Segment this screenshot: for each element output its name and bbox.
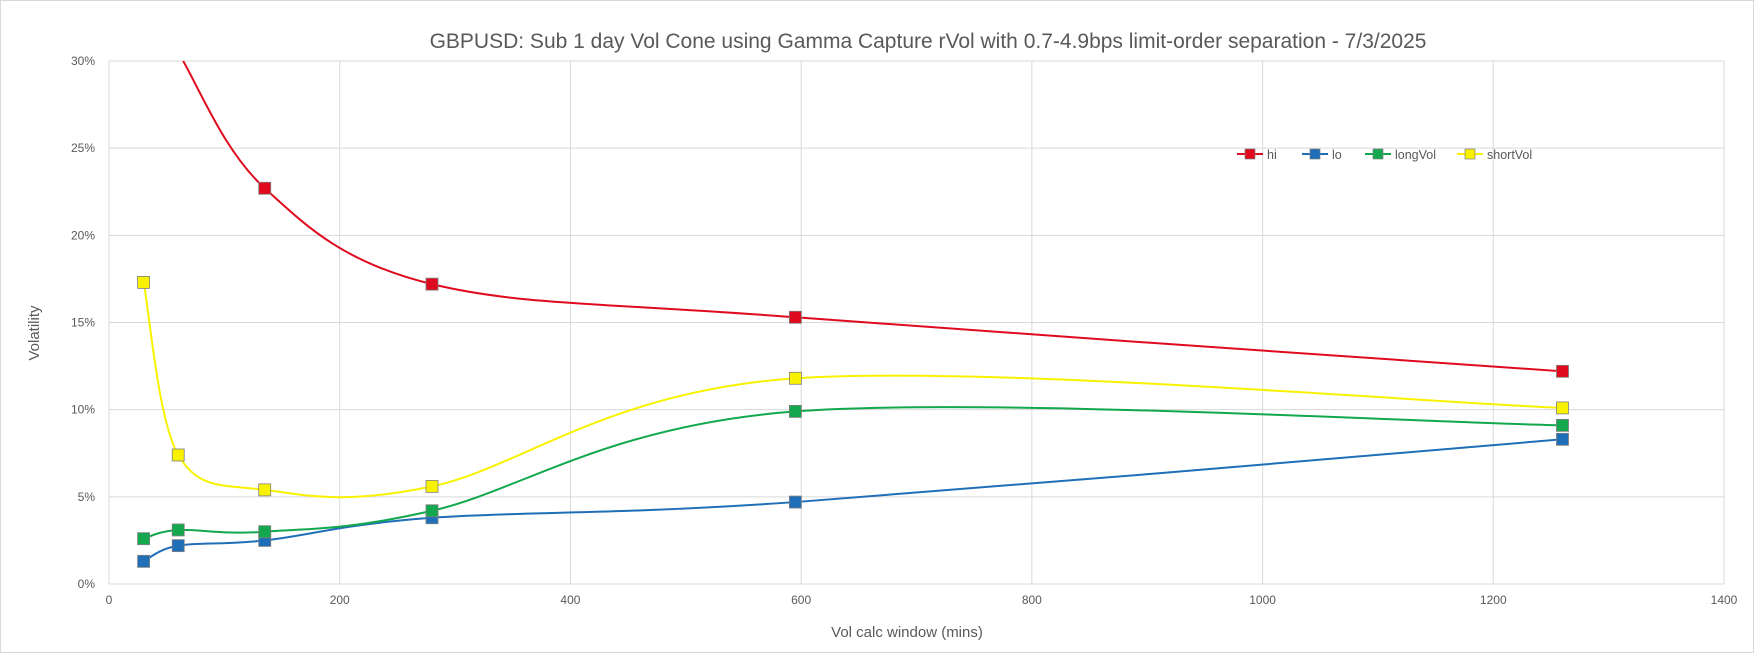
chart-title: GBPUSD: Sub 1 day Vol Cone using Gamma C… (430, 30, 1427, 53)
data-point-shortVol (788, 371, 802, 385)
data-point-hi (788, 310, 802, 324)
data-point-hi (258, 181, 272, 195)
series-line-hi (182, 61, 1563, 373)
data-point-longVol (171, 523, 185, 537)
series-markers (137, 181, 1569, 568)
legend-swatch-marker-longVol (1372, 148, 1384, 160)
legend-swatch-marker-lo (1309, 148, 1321, 160)
data-point-shortVol (425, 479, 439, 493)
data-point-longVol (1556, 418, 1569, 432)
x-tick-label: 600 (791, 593, 811, 607)
data-point-lo (171, 539, 185, 553)
x-tick-label: 800 (1022, 593, 1042, 607)
y-tick-label: 30% (71, 54, 95, 68)
legend-label-hi: hi (1267, 148, 1277, 162)
x-tick-label: 400 (560, 593, 580, 607)
y-tick-label: 0% (78, 577, 96, 591)
y-axis-title: Volatility (26, 305, 43, 361)
axes: 0% 5% 10% 15% 20% 25% 30% 0 200 400 600 800 1000 1200… (71, 54, 1738, 607)
x-tick-label: 200 (330, 593, 350, 607)
data-point-shortVol (258, 483, 272, 497)
legend-swatch-marker-hi (1244, 148, 1256, 160)
x-tick-label: 1000 (1249, 593, 1276, 607)
data-point-lo (788, 495, 802, 509)
data-point-shortVol (1556, 401, 1569, 415)
data-point-shortVol (137, 276, 151, 289)
data-point-longVol (788, 405, 802, 418)
y-tick-label: 25% (71, 141, 95, 155)
grid-lines (108, 60, 1725, 585)
y-tick-label: 20% (71, 228, 95, 242)
y-tick-label: 5% (78, 490, 96, 504)
x-tick-label: 0 (106, 593, 113, 607)
legend: hi lo longVol shortVol (1237, 148, 1532, 162)
y-tick-label: 10% (71, 403, 95, 417)
x-axis-title: Vol calc window (mins) (831, 624, 983, 641)
legend-label-lo: lo (1332, 148, 1342, 162)
data-point-shortVol (171, 448, 185, 462)
series-line-longVol (143, 406, 1563, 540)
data-point-longVol (258, 525, 272, 539)
data-point-hi (425, 277, 439, 291)
series-line-lo (143, 438, 1563, 563)
series-lines (142, 61, 1563, 563)
data-point-hi (1556, 364, 1569, 378)
data-point-longVol (425, 504, 439, 518)
data-point-lo (1556, 432, 1569, 446)
legend-label-longVol: longVol (1395, 148, 1436, 162)
y-tick-label: 15% (71, 316, 95, 330)
series-line-shortVol (142, 282, 1563, 499)
legend-label-shortVol: shortVol (1487, 148, 1532, 162)
x-tick-label: 1400 (1711, 593, 1738, 607)
legend-swatch-marker-shortVol (1464, 148, 1476, 160)
x-tick-label: 1200 (1480, 593, 1507, 607)
data-point-longVol (137, 532, 151, 546)
data-point-lo (137, 554, 151, 568)
